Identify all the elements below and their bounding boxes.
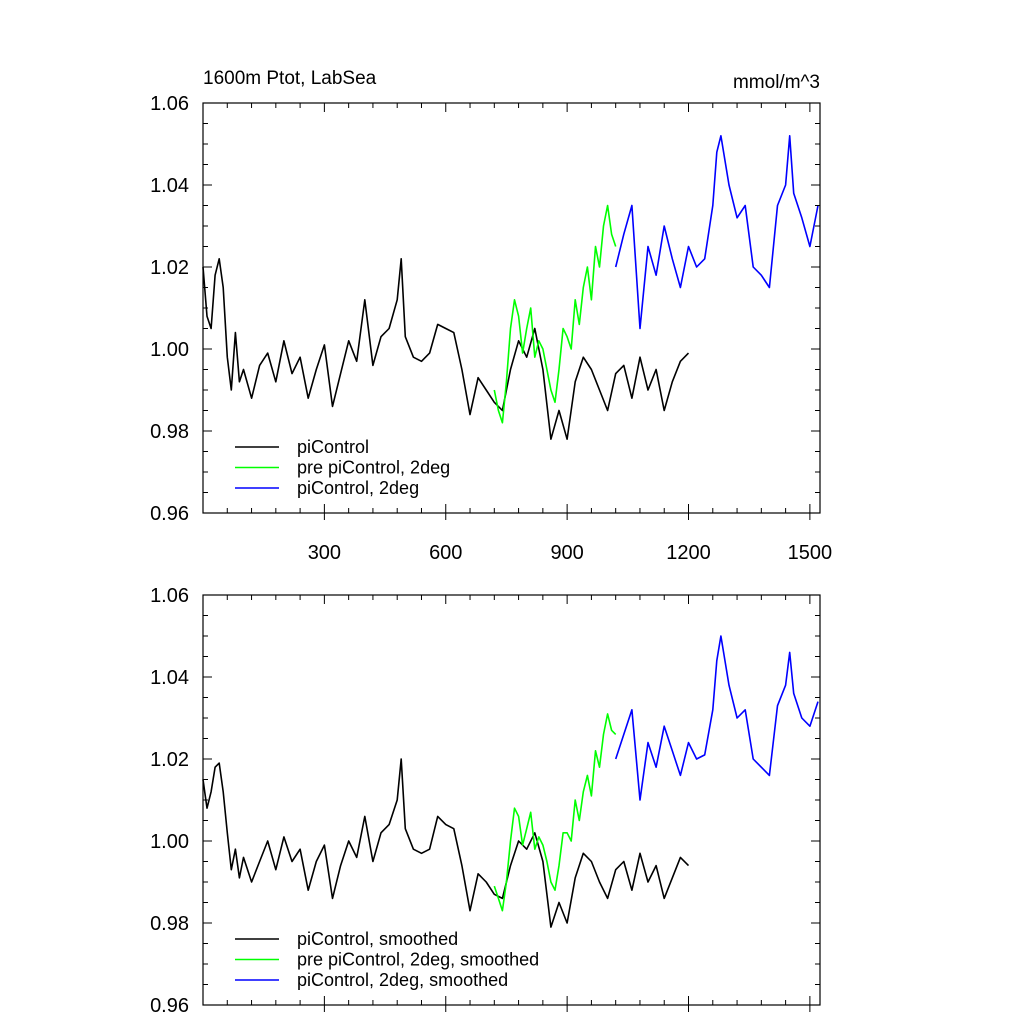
y-tick-label: 0.96 bbox=[150, 503, 189, 525]
x-tick-label: 300 bbox=[308, 542, 341, 564]
y-tick-label: 1.04 bbox=[150, 175, 189, 197]
panel-1-ticks: 0.96 0.98 1.00 1.02 1.04 1.06 300 600 900 1200 150… bbox=[150, 93, 832, 564]
y-tick-label: 1.04 bbox=[150, 667, 189, 689]
y-tick-label: 0.98 bbox=[150, 421, 189, 443]
panel-1-series-line-3 bbox=[614, 135, 819, 330]
y-tick-label: 1.06 bbox=[150, 585, 189, 607]
panel-2-series-line-1 bbox=[202, 758, 690, 928]
legend-entry-label: piControl bbox=[297, 437, 369, 457]
panel-1-units: mmol/m^3 bbox=[733, 72, 820, 93]
y-tick-label: 1.00 bbox=[150, 339, 189, 361]
panel-2-series-line-2 bbox=[493, 713, 617, 912]
y-tick-label: 0.98 bbox=[150, 913, 189, 935]
panel-2-series-line-3 bbox=[614, 635, 819, 801]
chart-panel-2: 0.96 0.98 1.00 1.02 1.04 1.06 piControl, smoo… bbox=[150, 585, 821, 1017]
panel-2-series bbox=[202, 635, 819, 928]
panel-2-frame bbox=[202, 594, 821, 1006]
legend-entry-label: piControl, smoothed bbox=[297, 929, 458, 949]
x-tick-label: 1500 bbox=[788, 542, 833, 564]
y-tick-label: 1.06 bbox=[150, 93, 189, 115]
y-tick-label: 1.02 bbox=[150, 749, 189, 771]
legend-entry-label: piControl, 2deg, smoothed bbox=[297, 970, 508, 990]
panel-1-series-line-2 bbox=[493, 204, 617, 424]
legend-entry-label: piControl, 2deg bbox=[297, 478, 419, 498]
y-tick-label: 1.02 bbox=[150, 257, 189, 279]
panel-1-series bbox=[202, 135, 819, 441]
panel-1-series-line-1 bbox=[202, 257, 690, 441]
legend-entry-label: pre piControl, 2deg, smoothed bbox=[297, 950, 539, 970]
chart-panel-1: 1600m Ptot, LabSea mmol/m^3 0.96 0.98 1.00… bbox=[150, 68, 832, 564]
y-tick-label: 0.96 bbox=[150, 995, 189, 1017]
y-tick-label: 1.00 bbox=[150, 831, 189, 853]
x-tick-label: 1200 bbox=[666, 542, 711, 564]
panel-1-frame bbox=[202, 102, 821, 514]
panel-2-ticks: 0.96 0.98 1.00 1.02 1.04 1.06 bbox=[150, 585, 820, 1017]
panel-1-title: 1600m Ptot, LabSea bbox=[203, 68, 377, 89]
x-tick-label: 600 bbox=[429, 542, 462, 564]
x-tick-label: 900 bbox=[550, 542, 583, 564]
legend-entry-label: pre piControl, 2deg bbox=[297, 458, 450, 478]
